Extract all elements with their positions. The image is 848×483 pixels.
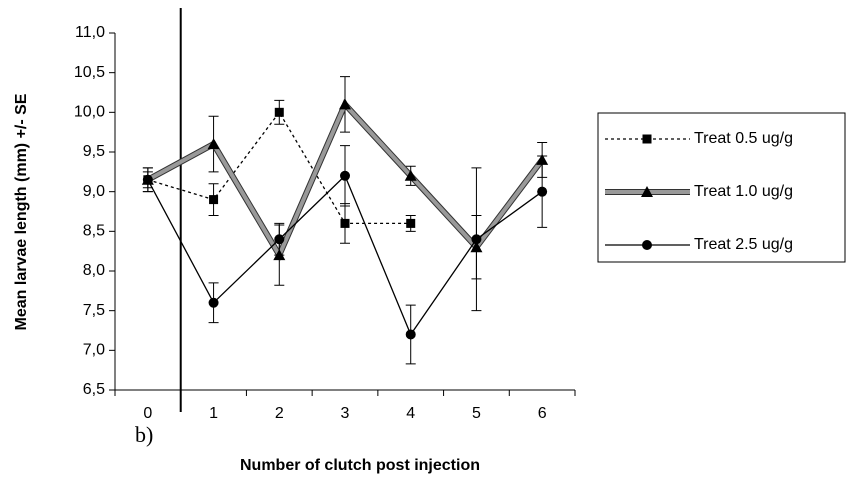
marker [641,186,653,197]
y-tick-label: 8,5 [83,223,105,240]
y-tick-label: 10,0 [74,104,105,121]
marker [642,240,652,250]
y-tick-label: 7,0 [83,342,105,359]
x-tick-label: 2 [275,405,284,422]
marker [404,169,417,181]
x-tick-label: 4 [406,405,415,422]
marker [142,174,153,185]
y-tick-label: 7,5 [83,302,105,319]
y-tick-label: 9,0 [83,183,105,200]
x-tick-label: 5 [472,405,481,422]
y-tick-label: 8,0 [83,262,105,279]
marker [340,218,350,228]
marker [208,297,219,308]
marker [537,186,548,197]
legend-label: Treat 2.5 ug/g [694,236,793,253]
marker [471,234,482,245]
legend-label: Treat 1.0 ug/g [694,183,793,200]
x-tick-label: 6 [538,405,547,422]
y-tick-label: 9,5 [83,143,105,160]
x-axis-title: Number of clutch post injection [240,457,480,474]
y-axis-title: Mean larvae length (mm) +/- SE [13,93,30,330]
marker [340,170,350,181]
marker [406,218,416,228]
x-tick-label: 3 [341,405,350,422]
marker [405,329,416,340]
y-tick-label: 6,5 [83,381,105,398]
y-tick-label: 10,5 [74,64,105,81]
marker [642,134,652,144]
marker [339,98,351,110]
legend-box [597,112,846,263]
marker [209,195,219,205]
y-tick-label: 11,0 [75,24,105,41]
marker [274,107,284,117]
legend-label: Treat 0.5 ug/g [694,130,793,147]
x-tick-label: 0 [143,405,152,422]
marker [207,138,220,150]
marker [274,234,285,245]
x-tick-label: 1 [209,405,218,422]
annotation: b) [135,422,153,447]
